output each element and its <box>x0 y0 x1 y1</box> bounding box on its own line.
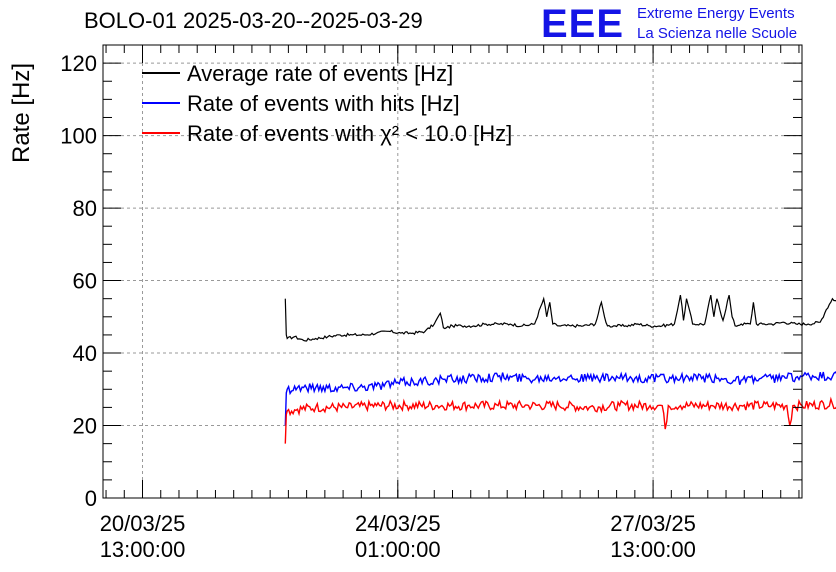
x-tick-label-date: 27/03/25 <box>610 511 696 536</box>
x-tick-label-time: 01:00:00 <box>355 537 441 562</box>
y-tick-label: 100 <box>60 124 97 149</box>
y-tick-label: 0 <box>85 486 97 511</box>
logo-caption-line1: Extreme Energy Events <box>637 5 795 22</box>
series-line <box>284 396 836 444</box>
y-tick-label: 60 <box>73 269 97 294</box>
legend-entry: Average rate of events [Hz] <box>187 61 453 86</box>
series-layer <box>284 294 836 444</box>
x-tick-label-date: 20/03/25 <box>100 511 186 536</box>
x-tick-label-time: 13:00:00 <box>100 537 186 562</box>
y-tick-label: 40 <box>73 341 97 366</box>
logo-caption-line2: La Scienza nelle Scuole <box>637 25 798 42</box>
axes: 02040608010012020/03/2513:00:0024/03/250… <box>60 44 802 562</box>
y-tick-label: 120 <box>60 51 97 76</box>
series-line <box>284 371 836 426</box>
y-tick-label: 80 <box>73 196 97 221</box>
grid <box>103 45 802 498</box>
legend-entry: Rate of events with hits [Hz] <box>187 91 460 116</box>
legend: Average rate of events [Hz] Rate of event… <box>142 61 512 146</box>
logo-caption: Extreme Energy Events La Scienza nelle S… <box>637 4 797 44</box>
y-tick-label: 20 <box>73 414 97 439</box>
series-line <box>284 294 836 342</box>
eee-logo: EEE <box>541 2 625 46</box>
legend-entry: Rate of events with χ² < 10.0 [Hz] <box>187 121 512 146</box>
x-tick-label-date: 24/03/25 <box>355 511 441 536</box>
x-tick-label-time: 13:00:00 <box>610 537 696 562</box>
chart-title: BOLO-01 2025-03-20--2025-03-29 <box>84 8 423 33</box>
